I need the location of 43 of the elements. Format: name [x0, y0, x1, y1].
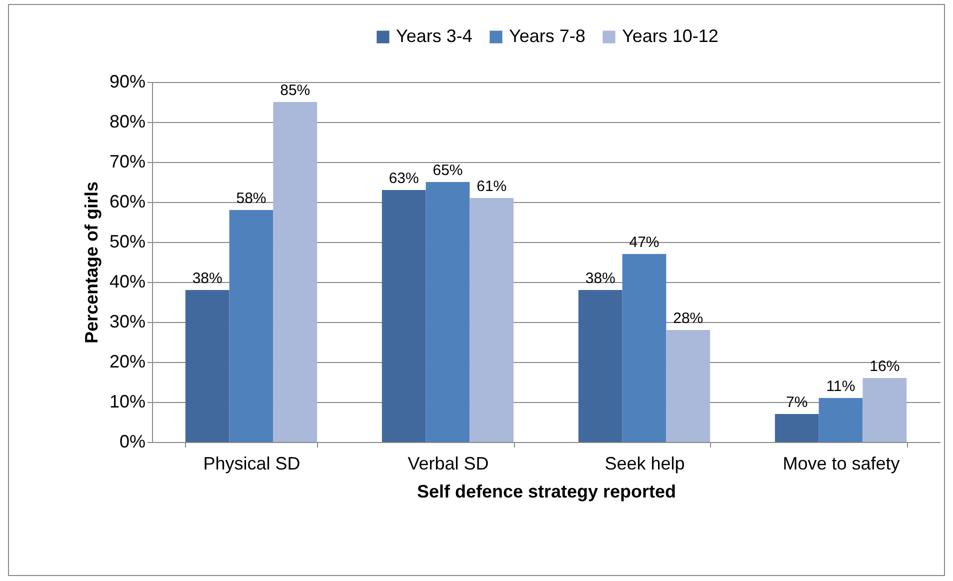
data-label: 47%	[629, 234, 660, 251]
y-tick-label: 90%	[109, 72, 146, 92]
y-tick-label: 0%	[119, 432, 146, 452]
bar	[273, 102, 318, 442]
data-label: 61%	[476, 178, 507, 195]
x-tick-label: Seek help	[604, 454, 685, 474]
bar	[774, 414, 819, 442]
data-label: 63%	[388, 170, 419, 187]
data-label: 58%	[236, 190, 266, 207]
bar	[666, 330, 710, 442]
y-tick-label: 50%	[109, 232, 146, 252]
x-tick-label: Verbal SD	[408, 454, 489, 474]
data-label: 28%	[673, 310, 704, 327]
y-tick-label: 10%	[109, 392, 146, 412]
bar	[426, 182, 470, 442]
data-label: 38%	[192, 270, 222, 287]
x-tick-label: Physical SD	[203, 454, 300, 474]
data-label: 38%	[585, 270, 616, 287]
y-tick-label: 40%	[109, 272, 146, 292]
bar	[818, 398, 863, 442]
y-tick-label: 80%	[109, 112, 146, 132]
legend-label: Years 7-8	[509, 26, 586, 46]
y-tick-label: 30%	[109, 312, 146, 332]
legend-label: Years 3-4	[396, 26, 472, 46]
bar	[622, 254, 666, 442]
legend-label: Years 10-12	[622, 26, 718, 46]
bar	[470, 198, 514, 442]
bar	[862, 378, 907, 442]
data-label: 7%	[786, 394, 808, 411]
data-label: 16%	[870, 358, 900, 375]
y-tick-label: 70%	[109, 152, 146, 172]
data-label: 11%	[826, 378, 856, 395]
y-tick-label: 20%	[109, 352, 146, 372]
x-axis-title: Self defence strategy reported	[416, 482, 676, 502]
y-axis-title: Percentage of girls	[81, 181, 102, 344]
data-label: 85%	[280, 82, 310, 99]
x-tick-label: Move to safety	[782, 454, 900, 474]
data-label: 65%	[432, 162, 463, 179]
y-tick-label: 60%	[109, 192, 146, 212]
bar	[229, 210, 274, 442]
bar	[185, 290, 230, 442]
bar	[578, 290, 622, 442]
bar	[382, 190, 426, 442]
